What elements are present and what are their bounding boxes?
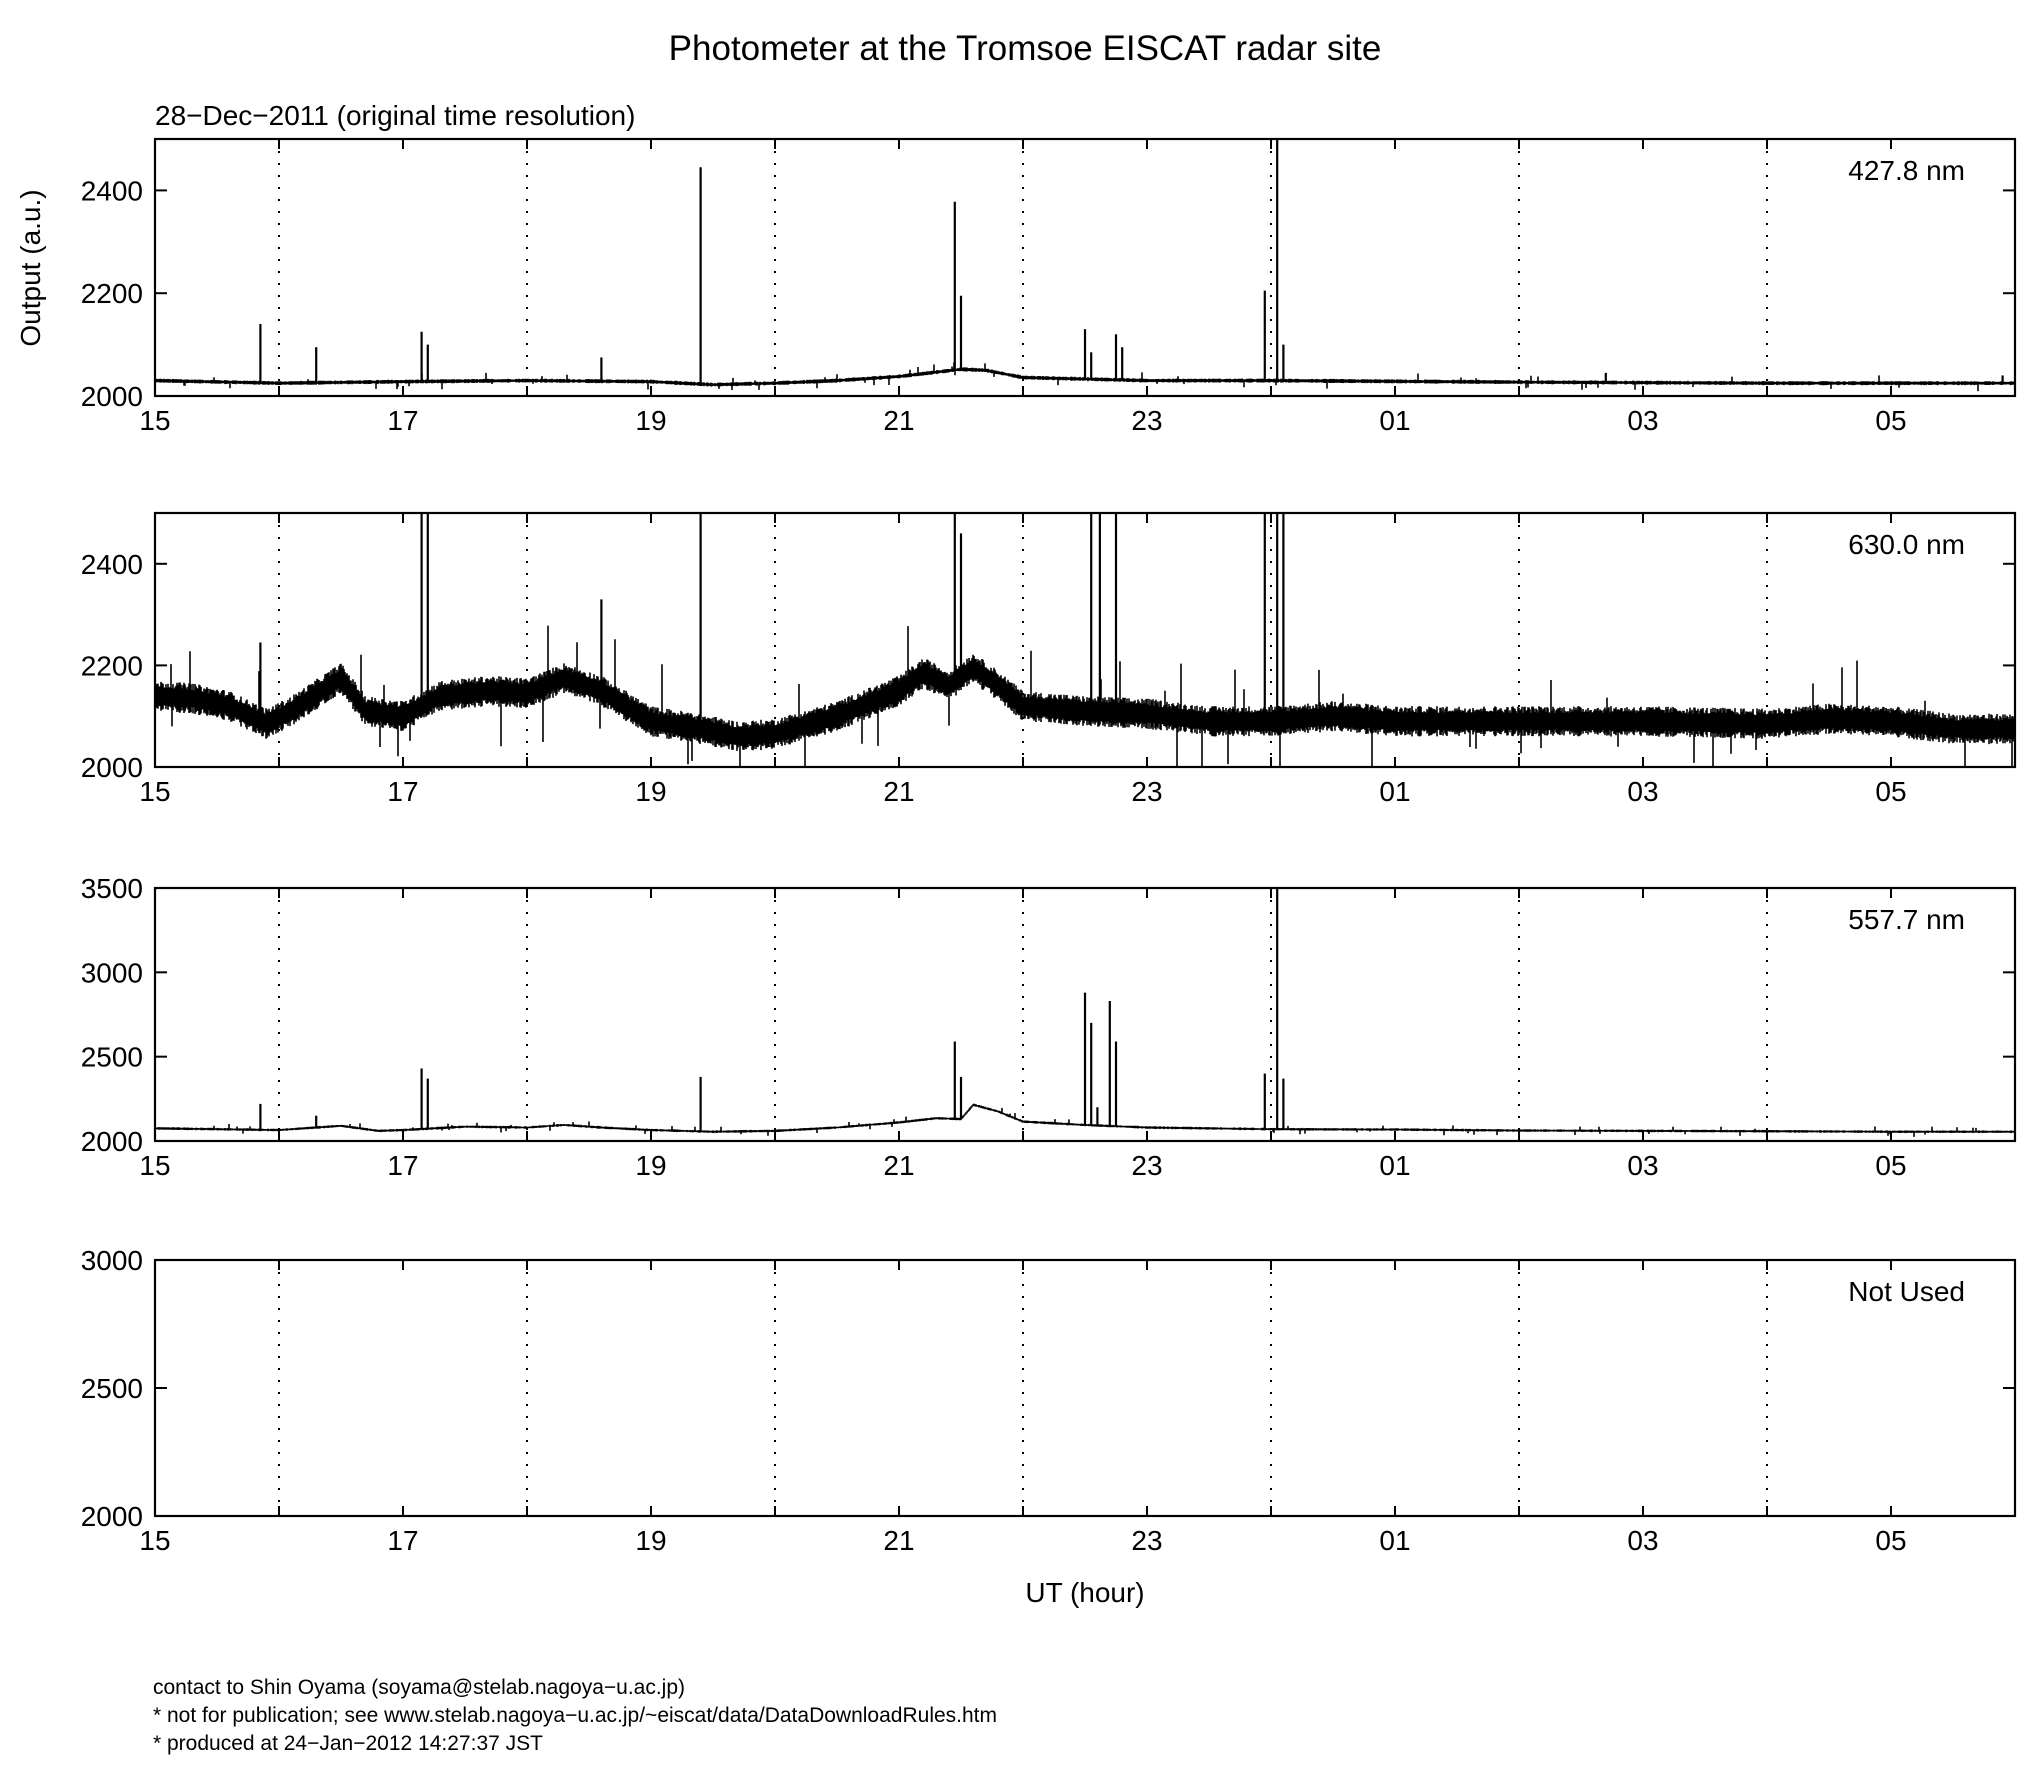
x-tick-label: 03 <box>1627 1150 1658 1181</box>
axes-frame <box>153 886 2017 1143</box>
chart-title: Photometer at the Tromsoe EISCAT radar s… <box>669 29 1382 68</box>
x-tick-label: 17 <box>387 1525 418 1556</box>
panel-4: 15 17 19 21 23 01 03 05 2000 2500 3000 Not Used <box>81 1245 2017 1556</box>
x-tick-label: 01 <box>1379 776 1410 807</box>
x-axis-label: UT (hour) <box>1025 1577 1144 1608</box>
x-tick-label: 15 <box>139 1150 170 1181</box>
panel-label: 427.8 nm <box>1848 155 1965 186</box>
x-tick-label: 23 <box>1131 1150 1162 1181</box>
x-tick-label: 23 <box>1131 1525 1162 1556</box>
axes-frame <box>153 511 2017 769</box>
x-tick-label: 23 <box>1131 776 1162 807</box>
x-tick-label: 15 <box>139 776 170 807</box>
x-tick-label: 21 <box>883 1150 914 1181</box>
x-tick-label: 01 <box>1379 1525 1410 1556</box>
panel-label: 630.0 nm <box>1848 529 1965 560</box>
x-tick-label: 23 <box>1131 405 1162 436</box>
panels: 15 17 19 21 23 01 03 05 2000 2200 2400 427.8 nm 15 17… <box>81 137 2017 1556</box>
x-tick-label: 05 <box>1875 405 1906 436</box>
x-tick-label: 03 <box>1627 776 1658 807</box>
panel-1: 15 17 19 21 23 01 03 05 2000 2200 2400 427.8 nm <box>81 137 2017 436</box>
y-tick-label: 2400 <box>81 175 143 206</box>
x-tick-label: 17 <box>387 1150 418 1181</box>
y-tick-label: 2000 <box>81 752 143 783</box>
x-tick-label: 05 <box>1875 1525 1906 1556</box>
footer-contact: contact to Shin Oyama (soyama@stelab.nag… <box>153 1676 686 1699</box>
chart-subtitle: 28−Dec−2011 (original time resolution) <box>155 100 635 131</box>
x-tick-label: 17 <box>387 405 418 436</box>
x-tick-label: 03 <box>1627 1525 1658 1556</box>
x-tick-label: 01 <box>1379 405 1410 436</box>
y-tick-label: 2000 <box>81 381 143 412</box>
x-tick-label: 15 <box>139 405 170 436</box>
y-tick-label: 2400 <box>81 549 143 580</box>
panel-label: 557.7 nm <box>1848 904 1965 935</box>
footer: contact to Shin Oyama (soyama@stelab.nag… <box>153 1674 997 1758</box>
x-tick-label: 05 <box>1875 1150 1906 1181</box>
y-tick-label: 2500 <box>81 1373 143 1404</box>
x-tick-label: 19 <box>635 405 666 436</box>
y-tick-label: 2200 <box>81 650 143 681</box>
x-tick-label: 15 <box>139 1525 170 1556</box>
y-tick-label: 3000 <box>81 1245 143 1276</box>
footer-produced: * produced at 24−Jan−2012 14:27:37 JST <box>153 1732 543 1755</box>
y-tick-label: 2200 <box>81 278 143 309</box>
x-tick-label: 01 <box>1379 1150 1410 1181</box>
x-tick-label: 19 <box>635 1525 666 1556</box>
x-tick-label: 21 <box>883 1525 914 1556</box>
x-tick-label: 05 <box>1875 776 1906 807</box>
x-tick-label: 19 <box>635 1150 666 1181</box>
y-tick-label: 3500 <box>81 873 143 904</box>
series-trace <box>154 625 2016 767</box>
x-tick-label: 19 <box>635 776 666 807</box>
y-tick-label: 2000 <box>81 1501 143 1532</box>
panel-label: Not Used <box>1848 1276 1965 1307</box>
x-tick-label: 17 <box>387 776 418 807</box>
panel-2: 15 17 19 21 23 01 03 05 2000 2200 2400 630.0 nm <box>81 511 2017 807</box>
panel-3: 15 17 19 21 23 01 03 05 2000 2500 3000 3500 557.7 nm <box>81 873 2017 1181</box>
y-tick-label: 3000 <box>81 957 143 988</box>
x-tick-label: 03 <box>1627 405 1658 436</box>
footer-notice: * not for publication; see www.stelab.na… <box>153 1704 997 1727</box>
x-tick-label: 21 <box>883 776 914 807</box>
x-tick-label: 21 <box>883 405 914 436</box>
y-tick-label: 2500 <box>81 1042 143 1073</box>
axes-frame <box>153 137 2017 398</box>
y-axis-label: Output (a.u.) <box>15 189 46 346</box>
y-tick-label: 2000 <box>81 1126 143 1157</box>
axes-frame <box>153 1258 2017 1518</box>
